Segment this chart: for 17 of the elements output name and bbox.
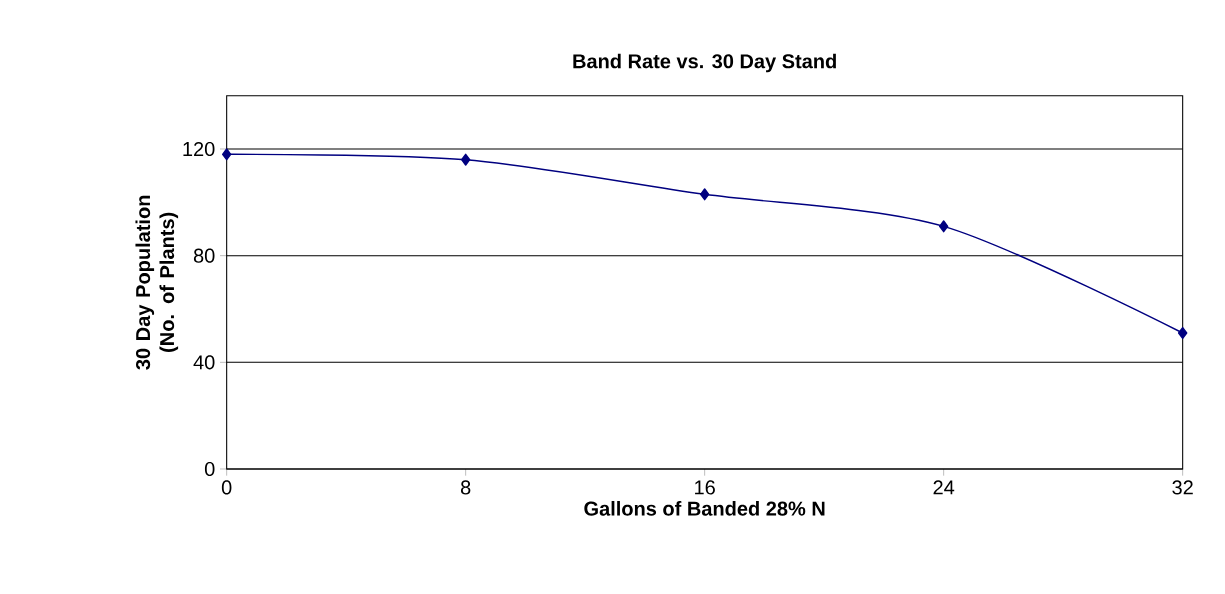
point: [221, 148, 232, 161]
point: [1177, 326, 1188, 340]
point: [699, 188, 710, 201]
y-tick-label: 0: [204, 461, 215, 477]
x-tick-label: 32: [1172, 480, 1193, 495]
y-tick-label: 40: [193, 355, 215, 370]
x-tick-label: 24: [933, 480, 955, 495]
x-axis-title: Gallons of Banded 28% N: [584, 501, 825, 516]
x-tick-label: 8: [460, 480, 471, 495]
x-tick-label: 0: [221, 480, 232, 495]
y-axis-title: 30 Day Population (No. of Plants): [135, 195, 179, 370]
x-tick-label: 16: [695, 480, 715, 495]
point: [938, 220, 949, 233]
y-tick-label: 80: [193, 248, 215, 263]
chart-title: Band Rate vs. 30 Day Stand: [573, 53, 836, 73]
point: [460, 153, 471, 166]
y-tick-label: 120: [183, 141, 215, 157]
